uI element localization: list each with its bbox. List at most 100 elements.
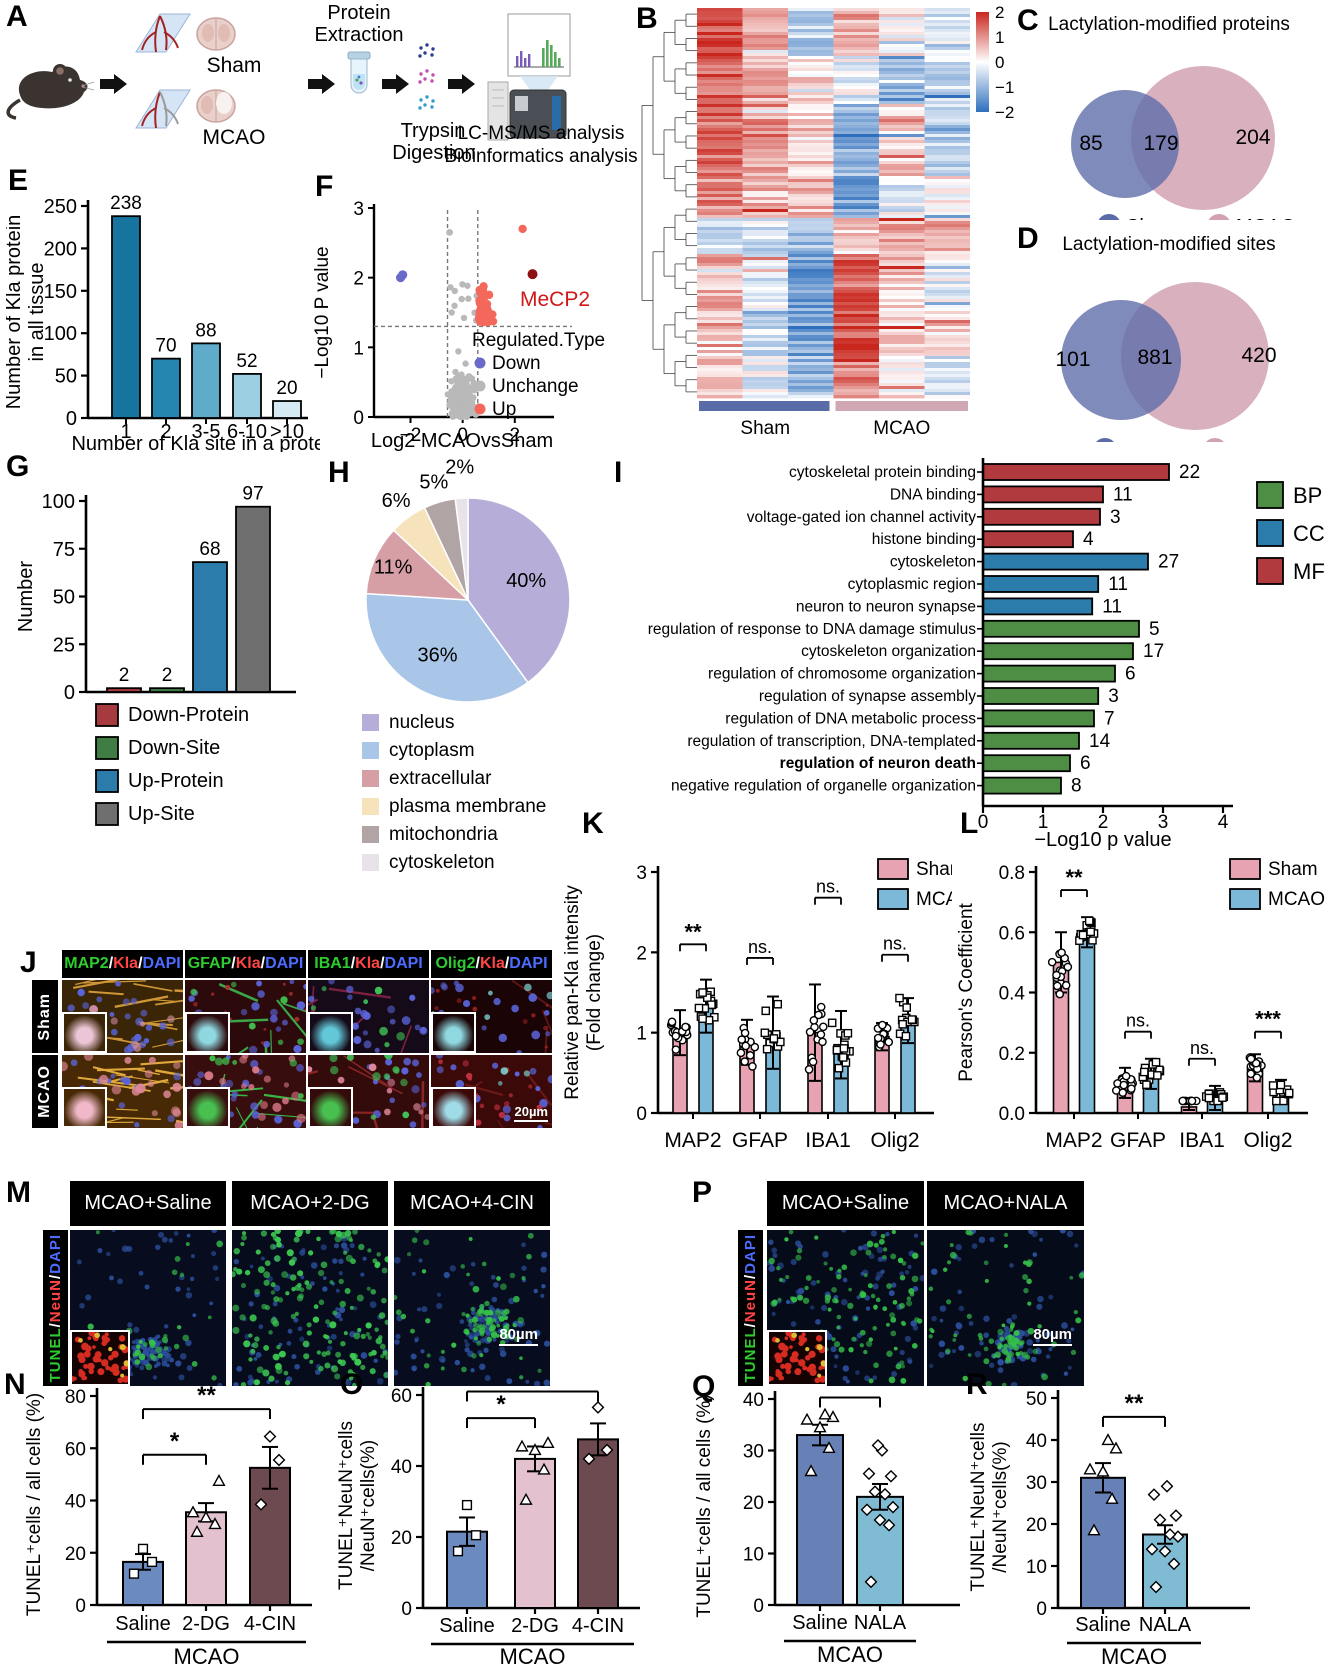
svg-text:MCAO: MCAO bbox=[1268, 889, 1325, 910]
svg-text:0.4: 0.4 bbox=[999, 984, 1026, 1005]
go-bar bbox=[982, 552, 1149, 571]
svg-text:40%: 40% bbox=[506, 570, 546, 592]
svg-text:1: 1 bbox=[995, 28, 1004, 47]
side-label-part: TUNEL bbox=[47, 1327, 64, 1383]
svg-text:0: 0 bbox=[636, 1104, 647, 1125]
svg-text:MCAO: MCAO bbox=[873, 418, 930, 439]
svg-text:regulation of response to DNA: regulation of response to DNA damage sti… bbox=[648, 621, 977, 638]
label-trypsin-1: Trypsin bbox=[400, 120, 466, 142]
legend-swatch bbox=[95, 736, 119, 760]
panel-letter-j: J bbox=[20, 946, 37, 979]
paired-bar-pankla: 0 1 2 3 MAP2 ** GFAP ns. IBA1 ns. Olig2 ns. Sham MCAO… bbox=[556, 795, 952, 1167]
side-label-part: / bbox=[47, 1273, 64, 1279]
svg-text:Number: Number bbox=[15, 561, 37, 632]
svg-text:0: 0 bbox=[995, 53, 1004, 72]
side-label-part: NeuN bbox=[47, 1278, 64, 1322]
header-part: / bbox=[108, 955, 114, 972]
scale-bar-line bbox=[1033, 1344, 1072, 1346]
svg-text:4: 4 bbox=[1218, 812, 1229, 833]
microscopy-tile: 20µm bbox=[431, 1055, 552, 1128]
svg-text:60: 60 bbox=[391, 1386, 412, 1407]
scale-bar: 80µm bbox=[1033, 1326, 1072, 1346]
svg-text:MCAO: MCAO bbox=[1101, 1644, 1167, 1666]
panel-letter-e: E bbox=[8, 164, 29, 197]
svg-text:85: 85 bbox=[1079, 132, 1102, 155]
svg-text:DNA binding: DNA binding bbox=[890, 486, 976, 503]
svg-text:1: 1 bbox=[120, 421, 131, 443]
legend-swatch bbox=[1256, 481, 1284, 509]
tunel-column-header: MCAO+4-CIN bbox=[394, 1181, 550, 1226]
legend-swatch bbox=[362, 854, 379, 871]
svg-text:25: 25 bbox=[53, 634, 75, 656]
svg-text:8: 8 bbox=[1071, 776, 1082, 797]
svg-text:30: 30 bbox=[1026, 1473, 1047, 1494]
svg-text:ns.: ns. bbox=[748, 937, 772, 957]
go-bar bbox=[982, 530, 1074, 549]
svg-text:TUNEL⁺NeuN⁺cells: TUNEL⁺NeuN⁺cells bbox=[968, 1423, 989, 1592]
svg-text:Sham: Sham bbox=[740, 418, 790, 439]
svg-text:88: 88 bbox=[195, 320, 216, 341]
row-label-sham: Sham bbox=[32, 980, 58, 1053]
svg-text:4-CIN: 4-CIN bbox=[244, 1613, 296, 1635]
panel-i-go-terms: I cytoskeletal protein binding 22 DNA bind… bbox=[612, 448, 1325, 852]
svg-text:Sham: Sham bbox=[1126, 216, 1178, 220]
svg-text:−1: −1 bbox=[995, 78, 1014, 97]
panel-letter-c: C bbox=[1017, 4, 1039, 37]
tile-art bbox=[62, 980, 183, 1053]
stat-bar-chart: 0204060Saline2-DG4-CINMCAO***TUNEL⁺NeuN⁺… bbox=[330, 1368, 660, 1666]
microscopy-tile bbox=[185, 980, 306, 1053]
svg-text:100: 100 bbox=[44, 323, 77, 345]
go-bar bbox=[982, 619, 1140, 638]
svg-text:6-10: 6-10 bbox=[227, 421, 267, 443]
svg-text:extracellular: extracellular bbox=[389, 768, 492, 789]
svg-text:nucleus: nucleus bbox=[389, 712, 455, 733]
zoom-inset bbox=[767, 1330, 827, 1386]
svg-text:40: 40 bbox=[1026, 1431, 1047, 1452]
header-part: Olig2 bbox=[435, 955, 476, 972]
svg-text:Down: Down bbox=[492, 353, 541, 374]
side-label-tunel-neun-dapi: TUNEL/NeuN/DAPI bbox=[738, 1230, 763, 1386]
svg-text:−Log10 p value: −Log10 p value bbox=[1034, 829, 1171, 851]
svg-text:2%: 2% bbox=[445, 457, 474, 479]
svg-text:Up-Protein: Up-Protein bbox=[128, 770, 224, 792]
bar bbox=[514, 1457, 556, 1610]
svg-text:*: * bbox=[496, 1391, 506, 1418]
svg-text:20: 20 bbox=[276, 378, 297, 399]
svg-text:1: 1 bbox=[636, 1024, 647, 1045]
svg-text:52: 52 bbox=[236, 351, 257, 372]
svg-text:cytoplasm: cytoplasm bbox=[389, 740, 475, 761]
go-term-bar-chart: cytoskeletal protein binding 22 DNA bindin… bbox=[612, 448, 1325, 852]
stat-bar-chart: 0 10 20 30 40 50 Saline NALA MCAO ** TUNEL⁺NeuN⁺ce… bbox=[968, 1389, 1250, 1666]
svg-text:3: 3 bbox=[636, 863, 647, 884]
svg-text:Saline: Saline bbox=[792, 1612, 848, 1634]
svg-text:Regulated.Type: Regulated.Type bbox=[472, 330, 605, 351]
svg-text:0: 0 bbox=[66, 408, 77, 430]
header-part: Kla bbox=[479, 955, 505, 972]
go-bar bbox=[982, 463, 1170, 481]
svg-text:11: 11 bbox=[1108, 574, 1128, 595]
svg-text:2: 2 bbox=[162, 665, 173, 686]
go-bar bbox=[982, 575, 1100, 593]
svg-text:Unchange: Unchange bbox=[492, 376, 579, 397]
legend-swatch bbox=[1229, 888, 1261, 910]
volcano-plot: 0 1 2 3 −2 0 2 MeCP2 Regulated.TypeDownUnchangeU… bbox=[312, 199, 605, 452]
go-bar bbox=[982, 687, 1100, 705]
svg-text:/NeuN⁺cells(%): /NeuN⁺cells(%) bbox=[990, 1441, 1011, 1572]
svg-text:0: 0 bbox=[753, 1596, 764, 1617]
svg-text:420: 420 bbox=[1241, 344, 1276, 367]
legend-dot bbox=[1208, 214, 1230, 220]
tube-icon bbox=[347, 51, 371, 94]
svg-text:Down-Protein: Down-Protein bbox=[128, 704, 249, 726]
if-column-header: MAP2/Kla / DAPI bbox=[62, 950, 183, 978]
zoom-inset bbox=[308, 1087, 353, 1128]
header-part: / bbox=[260, 955, 266, 972]
svg-text:75: 75 bbox=[53, 539, 75, 561]
svg-text:40: 40 bbox=[391, 1457, 412, 1478]
side-label-part: DAPI bbox=[742, 1233, 759, 1274]
bar-chart-kla-sites: 0 50 100 150 200 250 238 1 70 2 88 3-5 52 6-10 20 >10 Nu… bbox=[6, 166, 320, 452]
svg-text:27: 27 bbox=[1158, 552, 1179, 573]
svg-text:0: 0 bbox=[75, 1596, 86, 1617]
